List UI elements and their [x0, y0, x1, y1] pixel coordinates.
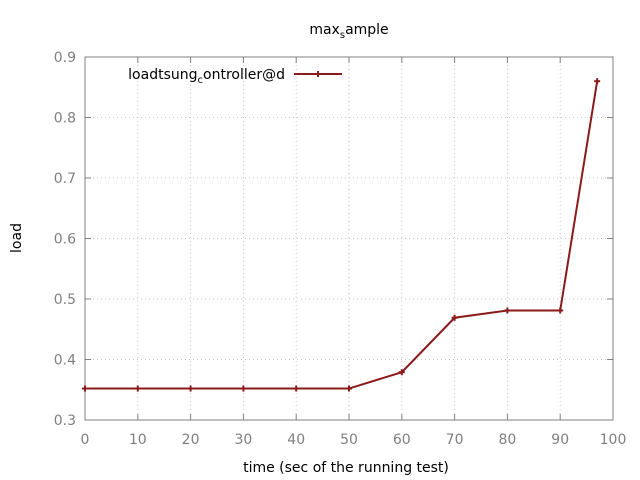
- data-point: [82, 385, 88, 392]
- chart-title-subscript: s: [340, 30, 345, 41]
- series-line: [85, 81, 599, 390]
- x-tick-label: 30: [234, 432, 252, 448]
- y-axis-ticks: 0.3 0.4 0.5 0.6 0.7 0.8 0.9: [54, 50, 613, 429]
- x-axis-ticks: 0 10 20 30 40 50 60 70 80 90 100: [81, 57, 627, 448]
- data-point: [134, 385, 141, 392]
- grid-lines: [85, 57, 613, 420]
- legend-label-main: loadtsung: [128, 67, 197, 83]
- y-axis-label: load: [9, 223, 25, 253]
- x-tick-label: 50: [340, 432, 358, 448]
- legend-label-subscript: c: [198, 75, 204, 86]
- chart-title: maxsample: [309, 22, 388, 41]
- x-tick-label: 70: [446, 432, 464, 448]
- data-point: [594, 78, 601, 85]
- data-point: [240, 385, 247, 392]
- chart-title-rest: ample: [345, 22, 389, 38]
- data-point: [293, 385, 300, 392]
- y-tick-label: 0.4: [54, 353, 76, 369]
- y-tick-label: 0.6: [54, 232, 76, 248]
- x-tick-label: 20: [182, 432, 200, 448]
- data-point: [346, 385, 352, 392]
- data-point: [504, 307, 511, 314]
- x-tick-label: 60: [393, 432, 411, 448]
- legend-marker-glyph: [315, 71, 321, 77]
- series-layer: [82, 78, 601, 392]
- y-tick-label: 0.9: [54, 50, 76, 66]
- x-tick-label: 0: [81, 432, 90, 448]
- x-tick-label: 10: [129, 432, 147, 448]
- data-point: [398, 369, 405, 376]
- x-tick-label: 80: [498, 432, 516, 448]
- legend-marker: [315, 71, 321, 77]
- x-tick-label: 90: [551, 432, 569, 448]
- x-tick-label: 40: [287, 432, 305, 448]
- data-point: [187, 385, 194, 392]
- legend-label-rest: ontroller@d: [203, 67, 285, 83]
- data-point: [557, 307, 564, 314]
- y-tick-label: 0.3: [54, 413, 76, 429]
- x-tick-label: 100: [600, 432, 627, 448]
- data-point: [451, 314, 458, 321]
- chart-title-main: max: [309, 22, 340, 38]
- legend-label: loadtsungcontroller@d: [128, 67, 285, 86]
- y-tick-label: 0.7: [54, 171, 76, 187]
- x-axis-label: time (sec of the running test): [243, 460, 449, 476]
- y-tick-label: 0.8: [54, 111, 76, 127]
- y-tick-label: 0.5: [54, 292, 76, 308]
- legend: loadtsungcontroller@d: [128, 67, 342, 86]
